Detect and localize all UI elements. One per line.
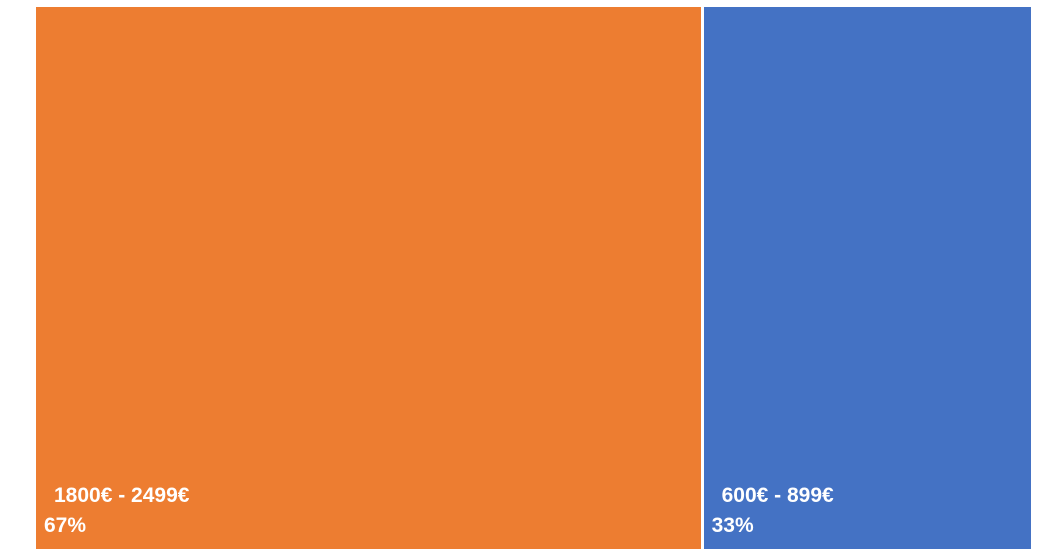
treemap-tile-label: 1800€ - 2499€ 67% xyxy=(44,481,189,541)
treemap-tile-label: 600€ - 899€ 33% xyxy=(712,481,834,541)
treemap-tile-1: 1800€ - 2499€ 67% xyxy=(36,7,701,549)
tile-value-label: 67% xyxy=(44,514,87,537)
treemap-tile-2: 600€ - 899€ 33% xyxy=(703,7,1031,549)
tile-category-label: 600€ - 899€ xyxy=(721,484,834,507)
tile-category-label: 1800€ - 2499€ xyxy=(54,484,190,507)
tile-value-label: 33% xyxy=(711,514,754,537)
treemap-chart: 1800€ - 2499€ 67% 600€ - 899€ 33% xyxy=(36,7,1031,549)
